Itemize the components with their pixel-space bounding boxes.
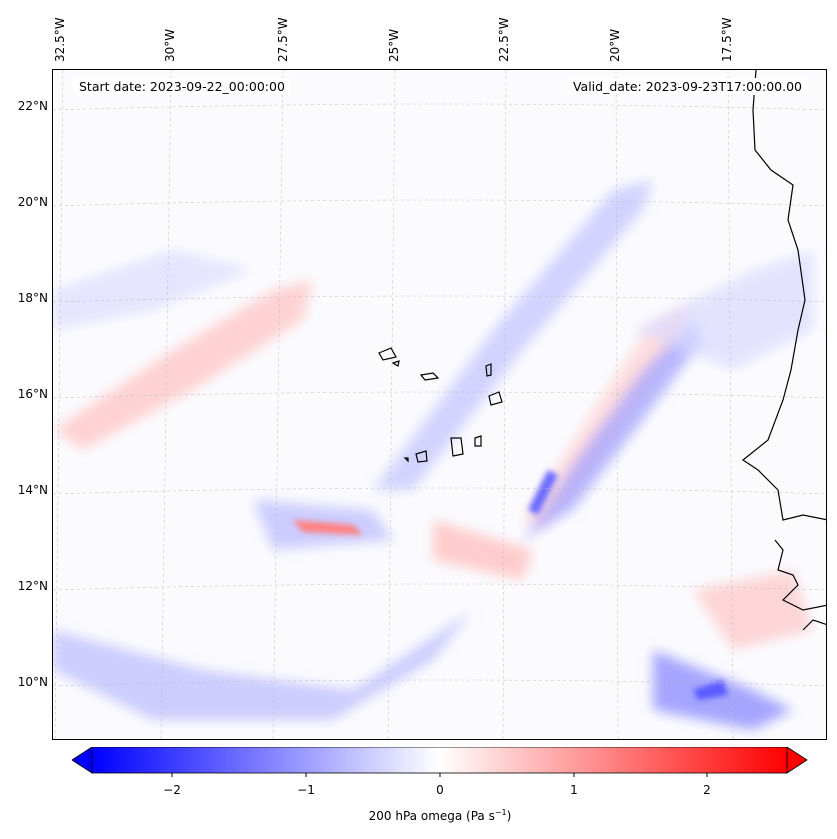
coastline xyxy=(378,70,826,631)
omega-shading xyxy=(53,180,813,730)
colorbar-tick-label: 0 xyxy=(436,783,444,797)
lat-label: 14°N xyxy=(17,483,48,497)
colorbar xyxy=(72,747,808,777)
lon-label: 22.5°W xyxy=(497,17,511,62)
colorbar-gradient xyxy=(91,747,788,774)
lon-label: 25°W xyxy=(387,28,401,62)
lat-label: 10°N xyxy=(17,675,48,689)
lon-label: 27.5°W xyxy=(276,17,290,62)
graticule xyxy=(53,70,826,739)
lon-label: 17.5°W xyxy=(720,17,734,62)
lon-label: 32.5°W xyxy=(53,17,67,62)
valid-date-label: Valid_date: 2023-09-23T17:00:00.00 xyxy=(566,78,808,95)
colorbar-label-exponent: −1 xyxy=(494,808,507,817)
colorbar-min-extend xyxy=(72,747,93,774)
lat-label: 16°N xyxy=(17,387,48,401)
lat-label: 22°N xyxy=(17,99,48,113)
colorbar-tick-label: −2 xyxy=(163,783,181,797)
map-panel[interactable]: Start date: 2023-09-22_00:00:00 Valid_da… xyxy=(52,69,827,740)
lat-label: 20°N xyxy=(17,195,48,209)
colorbar-ticks xyxy=(171,773,708,777)
omega-field xyxy=(53,70,826,739)
lat-label: 12°N xyxy=(17,579,48,593)
colorbar-max-extend xyxy=(786,747,808,774)
colorbar-label-text: 200 hPa omega (Pa s xyxy=(368,809,495,823)
colorbar-tick-label: 1 xyxy=(570,783,578,797)
lon-label: 30°W xyxy=(163,28,177,62)
colorbar-label-close: ) xyxy=(506,809,512,823)
lat-label: 18°N xyxy=(17,291,48,305)
lon-label: 20°W xyxy=(608,28,622,62)
start-date-label: Start date: 2023-09-22_00:00:00 xyxy=(73,78,291,95)
colorbar-tick-label: 2 xyxy=(703,783,711,797)
colorbar-tick-label: −1 xyxy=(297,783,315,797)
colorbar-label: 200 hPa omega (Pa s−1) xyxy=(369,808,512,823)
